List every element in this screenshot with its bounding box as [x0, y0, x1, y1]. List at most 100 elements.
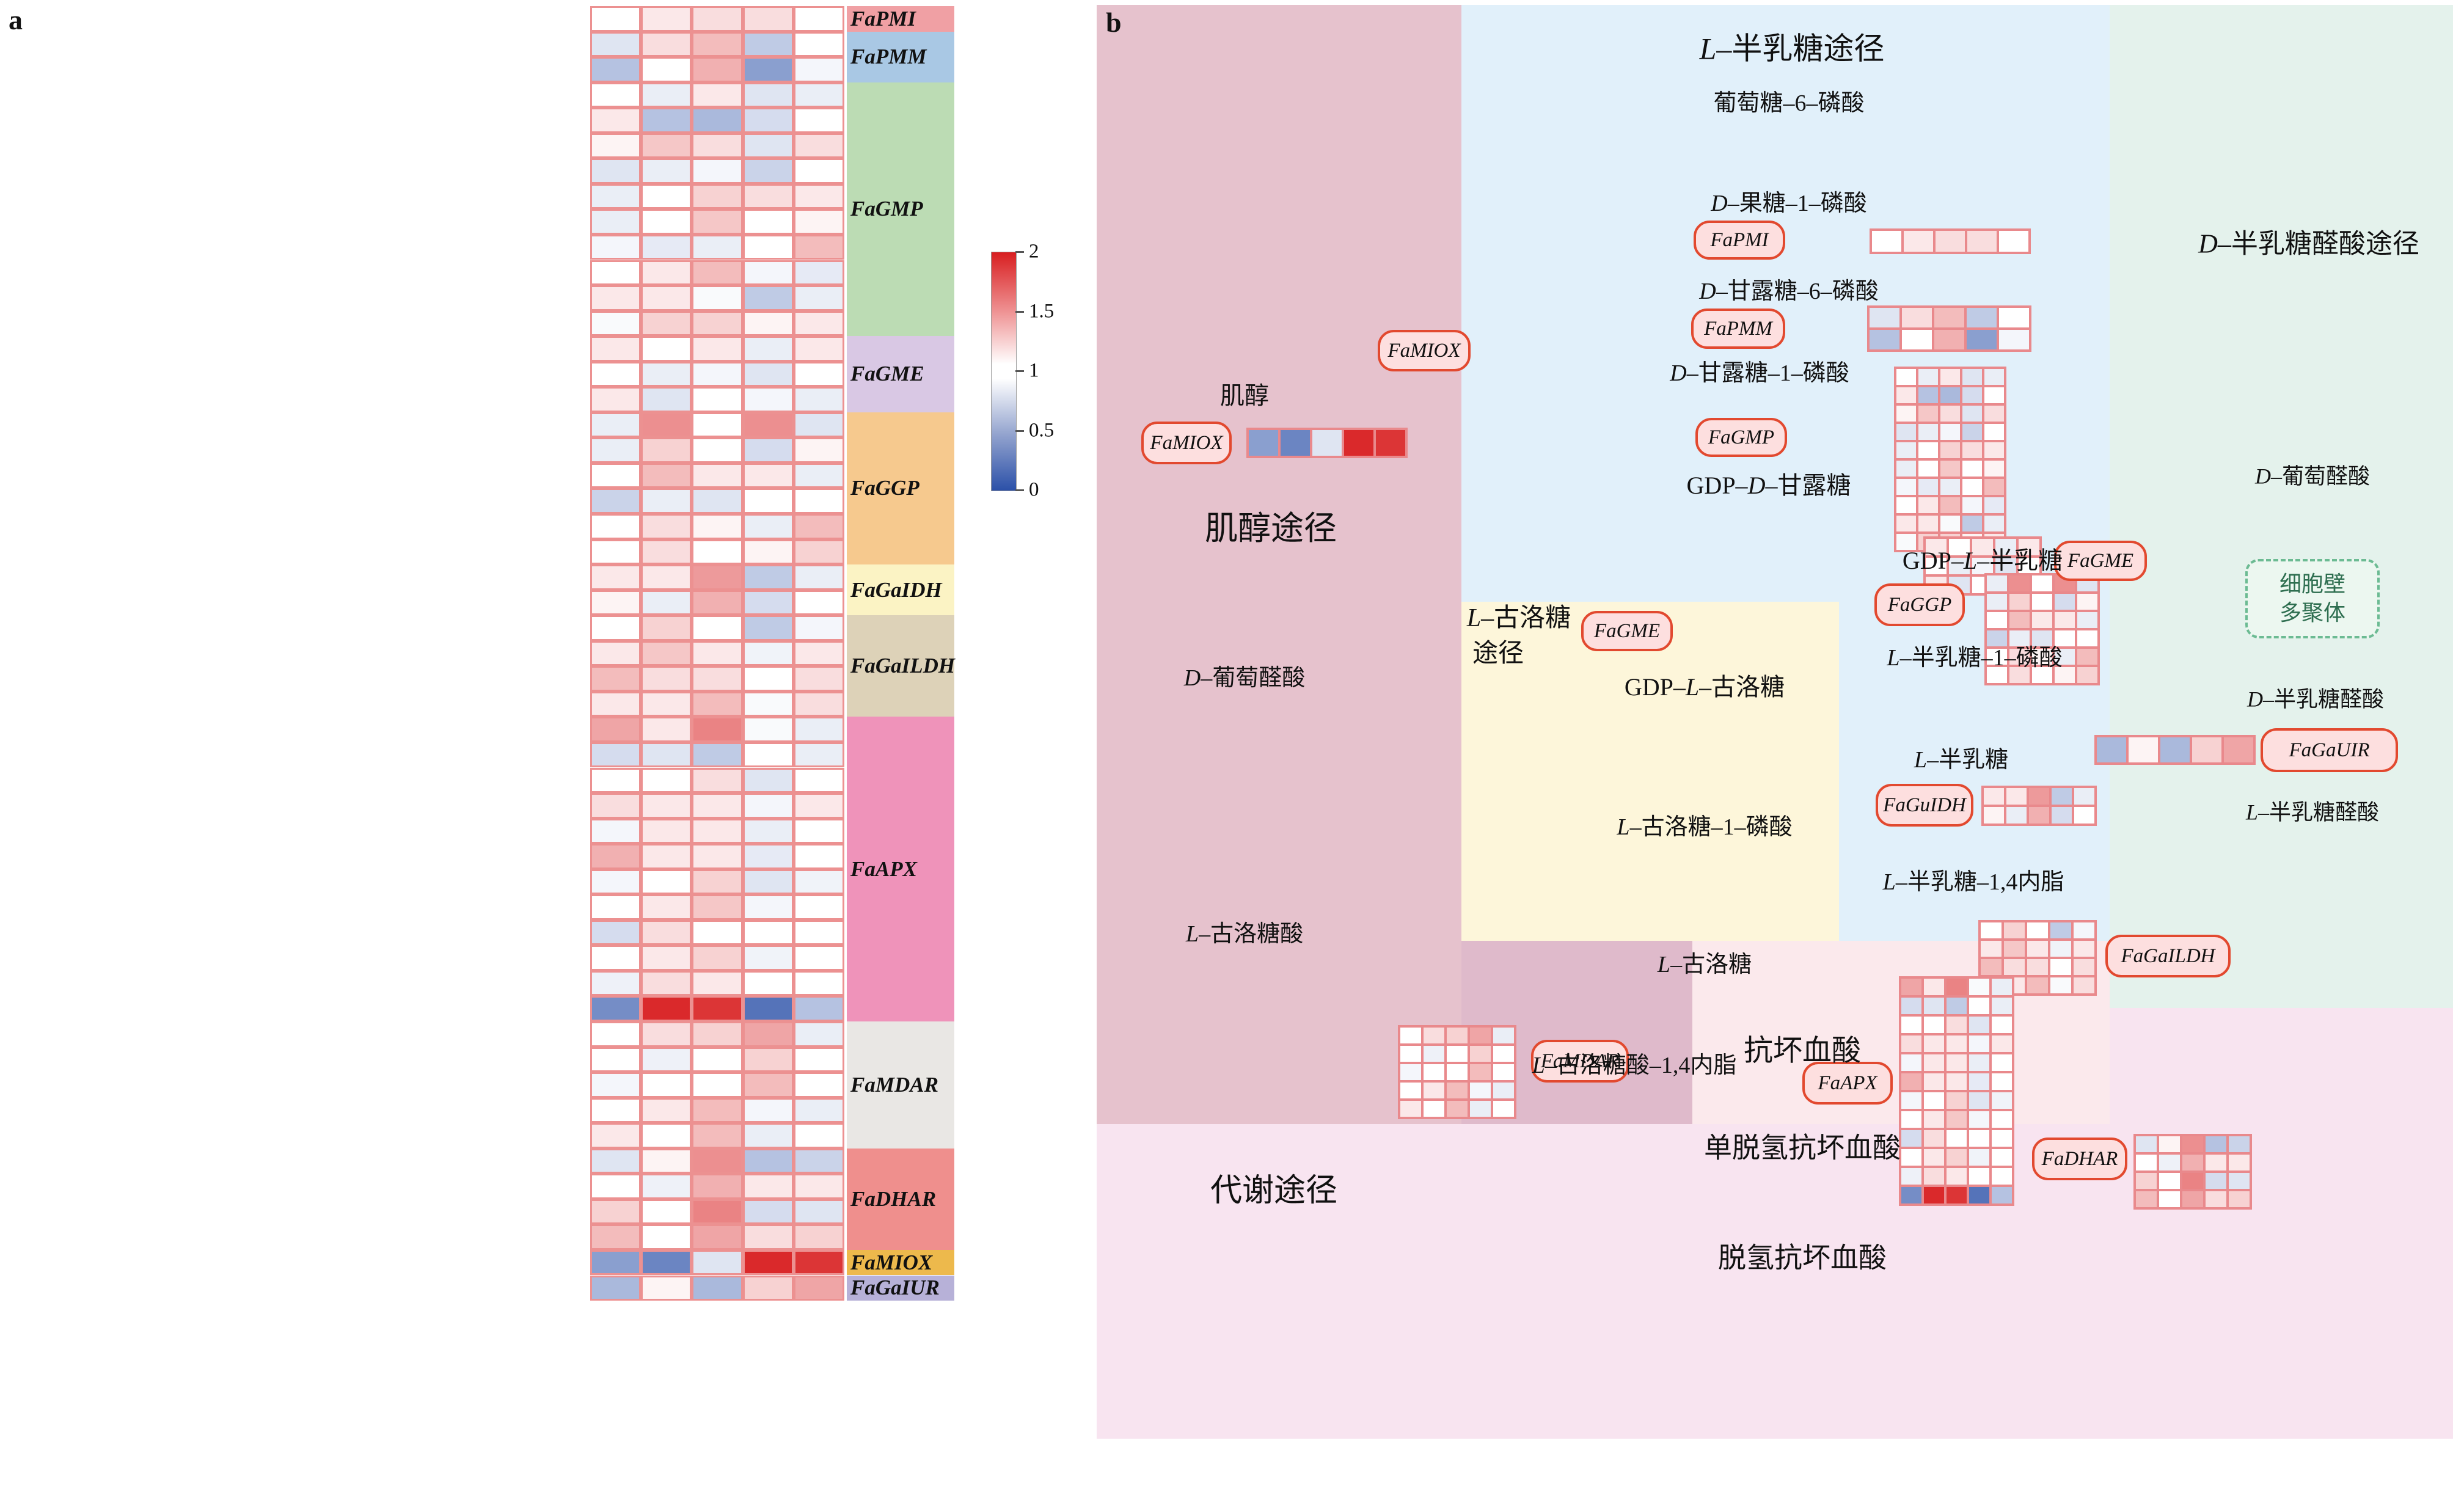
mini-heatmap-cell — [1968, 1034, 1991, 1053]
mini-heatmap-fagauir — [2094, 735, 2256, 765]
heatmap-cell — [590, 488, 642, 514]
mini-heatmap-cell — [1923, 1034, 1945, 1053]
heatmap-cell — [742, 57, 794, 82]
mini-heatmap-cell — [2053, 648, 2076, 666]
mini-heatmap-cell — [1923, 1186, 1945, 1205]
mini-heatmap-cell — [1968, 1148, 1991, 1167]
mini-heatmap-cell — [2072, 976, 2096, 995]
mini-heatmap-cell — [1900, 1072, 1923, 1091]
heatmap-cell — [641, 996, 692, 1021]
mini-heatmap-fagmp — [1894, 367, 2006, 552]
mini-heatmap-cell — [1961, 404, 1983, 423]
heatmap-cell — [742, 869, 794, 895]
mini-heatmap-cell — [1399, 1045, 1422, 1063]
mini-heatmap-cell — [1923, 1091, 1945, 1110]
mini-heatmap-cell — [1469, 1063, 1492, 1081]
colorbar-tick-label: 0 — [1029, 478, 1039, 501]
mini-heatmap-cell — [1895, 441, 1917, 459]
heatmap-cell — [590, 1123, 642, 1149]
colorbar-tick — [1015, 370, 1024, 372]
heatmap-cell — [793, 57, 844, 82]
region-mauve-inositol — [1097, 5, 1461, 1124]
node-d-galacturonate: D–半乳糖醛酸 — [2246, 687, 2385, 712]
mini-heatmap-cell — [1934, 230, 1966, 253]
node-gulose-pathway-2: 途径 — [1472, 639, 1524, 668]
mini-heatmap-cell — [1903, 230, 1934, 253]
node-metabolic-pathway: 代谢途径 — [1210, 1174, 1338, 1209]
mini-heatmap-cell — [2096, 736, 2127, 764]
mini-heatmap-cell — [2228, 1190, 2251, 1208]
heatmap-cell — [590, 209, 642, 235]
heatmap-cell — [590, 844, 642, 869]
mini-heatmap-cell — [1900, 1110, 1923, 1129]
heatmap-cell — [793, 31, 844, 57]
heatmap-cell — [590, 108, 642, 133]
mini-heatmap-cell — [2003, 958, 2026, 976]
mini-heatmap-cell — [1895, 386, 1917, 404]
mini-heatmap-cell — [1945, 1053, 1968, 1072]
mini-heatmap-cell — [1939, 514, 1961, 533]
mini-heatmap-cell — [2223, 736, 2254, 764]
heatmap-cell — [692, 488, 743, 514]
mini-heatmap-cell — [1895, 423, 1917, 441]
heatmap-cell — [742, 310, 794, 337]
mini-heatmap-cell — [1917, 514, 1939, 533]
region-yellow-gulose — [1461, 602, 1839, 941]
heatmap-cell — [742, 1021, 794, 1047]
mini-heatmap-cell — [1983, 368, 2005, 386]
mini-heatmap-cell — [1983, 806, 2005, 825]
heatmap-cell — [742, 514, 794, 539]
heatmap-cell — [742, 1249, 794, 1276]
heatmap-cell — [742, 1199, 794, 1225]
heatmap-cell — [692, 514, 743, 539]
heatmap-cell — [641, 1123, 692, 1149]
family-band-fapmi — [847, 6, 954, 32]
mini-heatmap-cell — [1991, 1034, 2013, 1053]
heatmap-cell — [793, 996, 844, 1021]
mini-heatmap-cell — [1945, 1129, 1968, 1148]
heatmap-cell — [641, 666, 692, 692]
colorbar-tick — [1015, 429, 1024, 432]
mini-heatmap-cell — [1991, 1110, 2013, 1129]
node-d-glucuronate-left: D–葡萄醛酸 — [1183, 665, 1306, 692]
colorbar-tick — [1015, 251, 1024, 253]
mini-heatmap-cell — [2072, 958, 2096, 976]
heatmap-cell — [641, 285, 692, 311]
mini-heatmap-cell — [1991, 1186, 2013, 1205]
heatmap-cell — [692, 1174, 743, 1199]
heatmap-cell — [641, 336, 692, 362]
heatmap-cell — [793, 564, 844, 590]
heatmap-cell — [793, 919, 844, 946]
heatmap-cell — [590, 1199, 642, 1225]
mini-heatmap-cell — [2049, 940, 2072, 958]
mini-heatmap-cell — [1939, 404, 1961, 423]
mini-heatmap-cell — [1945, 1072, 1968, 1091]
heatmap-cell — [590, 615, 642, 641]
node-l-galactose-1-p: L–半乳糖–1–磷酸 — [1887, 645, 2063, 671]
mini-heatmap-cell — [2228, 1135, 2251, 1153]
mini-heatmap-cell — [1991, 996, 2013, 1015]
heatmap-cell — [742, 844, 794, 869]
heatmap-cell — [692, 590, 743, 616]
heatmap-cell — [742, 1174, 794, 1199]
heatmap-cell — [793, 691, 844, 717]
node-gulose-pathway-1: L–古洛糖 — [1466, 604, 1571, 632]
heatmap-cell — [641, 1199, 692, 1225]
mini-heatmap-cell — [1446, 1045, 1469, 1063]
mini-heatmap-cell — [1986, 648, 2008, 666]
heatmap-cell — [742, 742, 794, 768]
mini-heatmap-cell — [1422, 1045, 1446, 1063]
heatmap-cell — [692, 1046, 743, 1073]
mini-heatmap-cell — [1939, 496, 1961, 514]
mini-heatmap-cell — [2135, 1172, 2158, 1190]
heatmap-cell — [692, 260, 743, 286]
gene-pill-faggp: FaGGP — [1874, 583, 1965, 626]
mini-heatmap-cell — [2204, 1190, 2228, 1208]
heatmap-cell — [793, 1275, 844, 1301]
heatmap-cell — [742, 260, 794, 286]
heatmap-cell — [641, 615, 692, 641]
mini-heatmap-cell — [2031, 611, 2053, 629]
mini-heatmap-cell — [1986, 574, 2008, 593]
heatmap-cell — [641, 691, 692, 717]
family-label: FaPMI — [850, 6, 916, 31]
